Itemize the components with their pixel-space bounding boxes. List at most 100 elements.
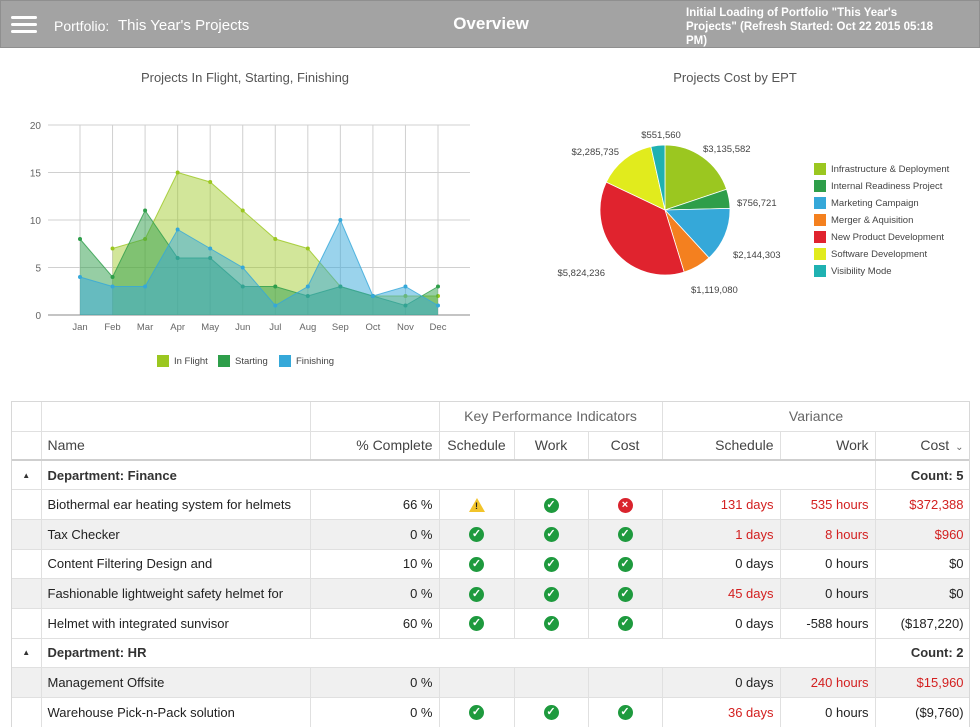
indicator-glyph: ✓ (546, 528, 556, 541)
project-name[interactable]: Management Offsite (41, 667, 311, 698)
data-point[interactable] (78, 275, 82, 279)
legend-item[interactable]: New Product Development (814, 231, 944, 243)
kpi-schedule-cell: ✓ (439, 519, 515, 550)
check-circle-icon: ✓ (617, 527, 633, 543)
legend-label: Internal Readiness Project (831, 181, 943, 192)
legend-item[interactable]: In Flight (157, 355, 208, 367)
legend-item[interactable]: Internal Readiness Project (814, 180, 943, 192)
legend-item[interactable]: Visibility Mode (814, 265, 892, 277)
data-point[interactable] (208, 246, 213, 251)
column-header-kpi-cost[interactable]: Cost (588, 431, 663, 461)
kpi-schedule-cell (439, 667, 515, 698)
project-name[interactable]: Biothermal ear heating system for helmet… (41, 489, 311, 520)
data-point[interactable] (175, 227, 180, 232)
column-header-name[interactable]: Name (41, 431, 311, 461)
check-circle-icon: ✓ (543, 556, 559, 572)
variance-work: 0 hours (780, 578, 876, 609)
data-point[interactable] (110, 246, 115, 251)
pie-slice[interactable] (664, 144, 728, 211)
legend-item[interactable]: Starting (218, 355, 268, 367)
data-point[interactable] (110, 275, 115, 279)
legend-label: Finishing (296, 356, 334, 367)
data-point[interactable] (305, 284, 310, 289)
group-row[interactable]: ▲ Department: HR Count: 2 (12, 638, 969, 669)
x-tick-label: Feb (104, 322, 120, 333)
table-row[interactable]: Management Offsite 0 % 0 days 240 hours $15,… (12, 667, 969, 698)
table-row[interactable]: Content Filtering Design and 10 % ✓ ✓ ✓ 0 day… (12, 549, 969, 580)
project-name[interactable]: Fashionable lightweight safety helmet fo… (41, 578, 311, 609)
data-point[interactable] (240, 265, 245, 270)
status-line-2: Projects" (Refresh Started: Oct 22 2015 … (686, 21, 934, 33)
row-gutter (12, 489, 42, 520)
area-chart-title: Projects In Flight, Starting, Finishing (140, 70, 350, 85)
data-point[interactable] (273, 303, 278, 308)
data-point[interactable] (143, 284, 148, 289)
table-row[interactable]: Tax Checker 0 % ✓ ✓ ✓ 1 days 8 hours $960 (12, 519, 969, 550)
legend-item[interactable]: Merger & Aquisition (814, 214, 913, 226)
warning-icon: ! (468, 498, 485, 513)
data-point[interactable] (436, 284, 440, 289)
kpi-group-header: Key Performance Indicators (439, 402, 663, 432)
data-point[interactable] (143, 208, 148, 213)
chevron-down-icon[interactable]: ⌄ (955, 442, 964, 454)
table-row[interactable]: Biothermal ear heating system for helmet… (12, 489, 969, 520)
check-circle-icon: ✓ (469, 616, 484, 632)
collapse-triangle-icon[interactable]: ▲ (12, 638, 42, 669)
data-point[interactable] (208, 180, 213, 184)
pie-slice[interactable] (599, 181, 685, 276)
portfolio-name[interactable]: This Year's Projects (118, 17, 250, 34)
data-point[interactable] (305, 246, 310, 251)
column-header-var-cost[interactable]: Cost ⌄ (875, 431, 969, 461)
data-point[interactable] (240, 208, 245, 213)
check-circle-icon: ✓ (543, 586, 559, 602)
data-point[interactable] (110, 284, 115, 289)
status-line-1: Initial Loading of Portfolio "This Year'… (686, 7, 898, 19)
project-name[interactable]: Helmet with integrated sunvisor (41, 608, 311, 639)
percent-complete: 0 % (310, 519, 440, 550)
table-row[interactable]: Warehouse Pick-n-Pack solution 0 % ✓ ✓ ✓ 36 d… (12, 697, 969, 727)
column-header-complete[interactable]: % Complete (310, 431, 440, 461)
pie-slice[interactable] (605, 146, 666, 211)
data-point[interactable] (403, 284, 408, 289)
data-point[interactable] (175, 170, 180, 175)
pie-slice[interactable] (650, 144, 666, 211)
column-header-var-work[interactable]: Work (780, 431, 876, 461)
legend-swatch (814, 265, 826, 277)
column-header-kpi-schedule[interactable]: Schedule (439, 431, 515, 461)
legend-item[interactable]: Marketing Campaign (814, 197, 919, 209)
column-header-var-schedule[interactable]: Schedule (662, 431, 781, 461)
hamburger-menu-icon[interactable] (11, 16, 37, 36)
indicator-glyph: ✓ (620, 617, 630, 630)
column-header-kpi-work[interactable]: Work (514, 431, 589, 461)
indicator-glyph: ! (475, 501, 478, 512)
project-name[interactable]: Warehouse Pick-n-Pack solution (41, 697, 311, 727)
project-name[interactable]: Tax Checker (41, 519, 311, 550)
data-point[interactable] (273, 237, 278, 241)
collapse-triangle-icon[interactable]: ▲ (12, 460, 42, 491)
kpi-work-cell (514, 667, 589, 698)
indicator-glyph: ✓ (471, 617, 482, 630)
data-point[interactable] (273, 284, 278, 289)
legend-item[interactable]: Software Development (814, 248, 927, 260)
check-circle-icon: ✓ (469, 586, 484, 602)
kpi-cost-cell (588, 667, 663, 698)
pie-slice[interactable] (664, 207, 731, 259)
data-point[interactable] (338, 218, 343, 222)
status-line-3: PM) (686, 35, 708, 47)
legend-swatch (814, 214, 826, 226)
legend-label: New Product Development (831, 232, 944, 243)
legend-item[interactable]: Finishing (279, 355, 334, 367)
data-point[interactable] (78, 237, 82, 241)
group-row[interactable]: ▲ Department: Finance Count: 5 (12, 460, 969, 491)
data-point[interactable] (436, 303, 440, 308)
group-count: Count: 5 (875, 460, 969, 491)
table-row[interactable]: Fashionable lightweight safety helmet fo… (12, 578, 969, 609)
project-name[interactable]: Content Filtering Design and (41, 549, 311, 580)
data-point[interactable] (370, 294, 375, 298)
variance-cost: $372,388 (875, 489, 969, 520)
area-chart: 0 5 10 15 20 Jan Feb Mar Apr May Jun Jul Aug Sep Oct No… (30, 121, 470, 367)
table-row[interactable]: Helmet with integrated sunvisor 60 % ✓ ✓ ✓ 0 … (12, 608, 969, 639)
column-header-var-cost-label: Cost (920, 437, 950, 454)
variance-cost: $960 (875, 519, 969, 550)
legend-item[interactable]: Infrastructure & Deployment (814, 163, 950, 175)
